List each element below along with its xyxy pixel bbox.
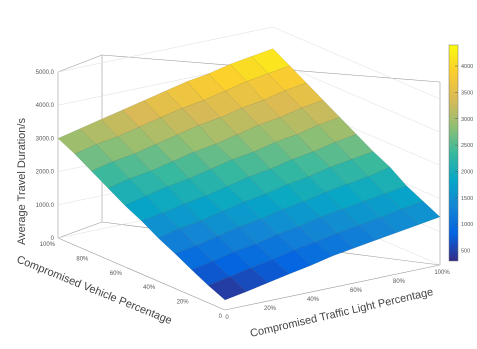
surface-patch <box>358 217 398 241</box>
z-tick-label: 1000.0 <box>36 203 55 209</box>
floor-front-edge-right <box>224 264 441 311</box>
surface-patch <box>293 241 333 266</box>
colorbar-tick-label: 3000 <box>461 117 473 123</box>
z-tick-label: 2000.0 <box>36 170 55 176</box>
y-tick-label: 40% <box>307 297 320 303</box>
surface-patch <box>122 100 162 128</box>
x-tick-label: 100% <box>40 242 56 248</box>
x-tick-label: 80% <box>76 256 89 262</box>
y-tick-label: 60% <box>350 288 363 294</box>
x-tick-label: 40% <box>143 285 156 291</box>
y-axis-ticks: 0 20% 40% 60% 80% 100% <box>225 270 450 321</box>
z-tick-label: 0 <box>51 236 55 242</box>
x-tick-label: 60% <box>110 271 123 277</box>
surface-patch <box>260 209 300 235</box>
surface-patch <box>143 90 183 118</box>
surface-plot <box>57 48 441 301</box>
colorbar-tick-label: 3500 <box>461 90 473 96</box>
floor-front-edge-left <box>57 237 226 311</box>
surface-patch <box>207 276 247 301</box>
colorbar-gradient <box>448 44 459 262</box>
colorbar-tick-label: 2000 <box>461 169 473 175</box>
floor-back-edge-left <box>57 221 103 239</box>
surface-patch <box>203 90 243 118</box>
back-top-edge-left <box>57 54 103 73</box>
z-gridline <box>57 26 441 100</box>
surface-patch <box>165 81 205 109</box>
colorbar-tick-label: 1000 <box>461 222 473 228</box>
surface-patch <box>191 260 231 286</box>
colorbar-tick-label: 2500 <box>461 143 473 149</box>
x-tick-label: 0 <box>219 314 223 320</box>
surface-patch <box>124 195 164 222</box>
y-tick-label: 0 <box>225 315 229 321</box>
colorbar-tick-label: 1500 <box>461 196 473 202</box>
x-tick-label: 20% <box>177 300 190 306</box>
y-axis-label: Compromised Traffic Light Percentage <box>249 286 434 340</box>
colorbar-tick-label: 4000 <box>461 64 473 70</box>
z-axis-ticks: 0 1000.0 2000.0 3000.0 4000.0 5000.0 <box>36 70 55 242</box>
z-axis-label: Average Travel Duration/s <box>16 118 28 245</box>
surface-patch <box>401 201 441 225</box>
z-tick-label: 5000.0 <box>36 70 55 76</box>
surface-patch <box>379 208 419 233</box>
surface-patch <box>336 225 376 249</box>
surface-patch <box>315 233 355 257</box>
z-tick-label: 3000.0 <box>36 136 55 142</box>
y-tick-label: 80% <box>393 279 406 285</box>
z-tick-label: 4000.0 <box>36 103 55 109</box>
colorbar-ticks: 500 1000 1500 2000 2500 3000 3500 4000 <box>455 64 473 254</box>
y-tick-label: 20% <box>264 306 277 312</box>
colorbar: 500 1000 1500 2000 2500 3000 3500 4000 <box>448 44 473 262</box>
surface-patch <box>141 212 181 239</box>
colorbar-tick-label: 500 <box>461 248 470 254</box>
x-axis-ticks: 0 20% 40% 60% 80% 100% <box>40 242 223 320</box>
y-tick-label: 100% <box>434 270 450 276</box>
